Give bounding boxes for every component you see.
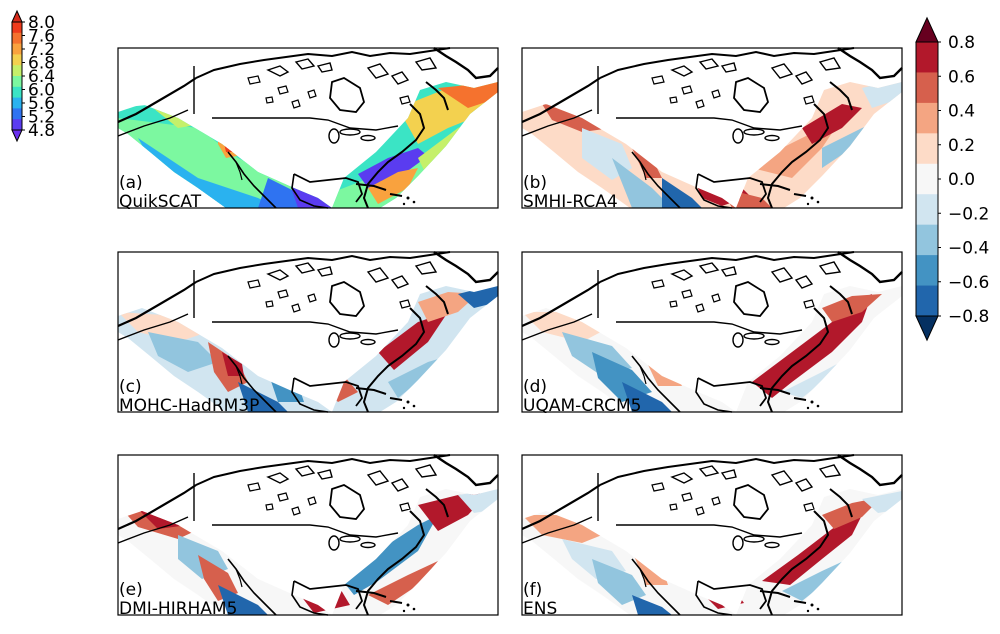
colorbar-tick-label: 5.2 (28, 108, 55, 128)
panel-tag: (a) (119, 173, 143, 193)
panel-title: SMHI-RCA4 (523, 192, 618, 212)
contour-blob (198, 555, 238, 601)
contour-blob (118, 312, 208, 342)
colorbar-tick-label: −0.2 (948, 204, 989, 224)
contour-blob (802, 104, 862, 144)
contour-blob (368, 168, 418, 204)
panel-frame (521, 251, 903, 413)
contour-blob (458, 286, 498, 308)
contour-blob (822, 497, 882, 529)
colorbar-segment (12, 76, 22, 88)
contour-blob (612, 158, 672, 208)
contour-blob (358, 148, 428, 188)
contour-blob (238, 382, 288, 412)
colorbar-segment (916, 163, 938, 195)
panel-frame (117, 251, 499, 413)
panel-tag: (d) (523, 377, 547, 397)
colorbar-tick-label: 0.0 (948, 170, 975, 190)
colorbar-tick-label: 8.0 (28, 13, 55, 33)
colorbar-segment (916, 72, 938, 104)
map-panel-d: (d)UQAM-CRCM5 (520, 250, 904, 416)
colorbar-segment (916, 255, 938, 287)
colorbar-extend-bottom (915, 315, 939, 342)
colorbar-extend-bottom (11, 129, 23, 143)
contour-blob (418, 292, 478, 322)
contour-blob (218, 585, 268, 615)
colorbar-tick-label: 6.4 (28, 67, 55, 87)
colorbar-segment (916, 133, 938, 165)
colorbar-tick-label: 0.6 (948, 67, 975, 87)
colorbar-segment (12, 108, 22, 120)
colorbar-tick-label: 5.6 (28, 94, 55, 114)
panel-frame (521, 454, 903, 616)
contour-blob (632, 148, 662, 178)
colorbar-segment (12, 119, 22, 131)
colorbar-segment (12, 32, 22, 45)
colorbar-segment (12, 97, 22, 109)
contour-blob (368, 561, 438, 605)
contour-blob (378, 312, 448, 370)
contour-blob (338, 515, 438, 595)
colorbar-bias: 0.8 0.6 0.4 0.2 0.0 −0.2 −0.4 −0.6 −0.8 (915, 16, 989, 342)
contour-blob (622, 382, 672, 412)
colorbar-tick-label: −0.8 (948, 307, 989, 327)
colorbar-segment (916, 285, 938, 317)
colorbar-tick-label: 6.8 (28, 54, 55, 74)
colorbar-segment (916, 194, 938, 226)
map-panel-e: (e)DMI-HIRHAM5 (116, 453, 500, 619)
contour-blob (148, 332, 218, 372)
panel-title: MOHC-HadRM3P (119, 396, 259, 416)
panel-frame (521, 47, 903, 209)
contour-blob (592, 559, 646, 605)
contour-blob (762, 507, 866, 585)
colorbar-segment (916, 42, 938, 73)
colorbar-segment (12, 22, 22, 34)
colorbar-segment (916, 102, 938, 134)
colorbar-segment (12, 65, 22, 77)
map-panel-f: (f)ENS (520, 453, 904, 619)
panel-tag: (b) (523, 173, 547, 193)
colorbar-segment (916, 224, 938, 256)
panel-title: UQAM-CRCM5 (523, 396, 641, 416)
panel-title: QuikSCAT (119, 192, 202, 212)
panel-tag: (f) (523, 580, 542, 600)
colorbar-extend-top (915, 16, 939, 43)
colorbar-tick-label: −0.4 (948, 239, 989, 259)
colorbar-segment (12, 43, 22, 55)
panel-frame (117, 47, 499, 209)
colorbar-extend-top (11, 9, 23, 23)
contour-blob (822, 294, 882, 322)
colorbar-tick-label: 0.8 (948, 33, 975, 53)
colorbar-tick-label: −0.6 (948, 273, 989, 293)
colorbar-tick-label: 0.4 (948, 102, 975, 122)
panel-title: ENS (523, 599, 557, 619)
map-panel-c: (c)MOHC-HadRM3P (116, 250, 500, 416)
contour-blob (782, 559, 848, 601)
colorbar-tick-label: 7.6 (28, 27, 55, 47)
colorbar-segment (12, 86, 22, 99)
colorbar-absolute: 8.07.67.26.86.46.05.65.24.8 (11, 9, 55, 143)
panel-tag: (e) (119, 580, 143, 600)
contour-blob (782, 356, 852, 398)
contour-blob (632, 595, 672, 615)
map-panel-b: (b)SMHI-RCA4 (520, 46, 904, 212)
panel-frame (117, 454, 499, 616)
colorbar-tick-label: 7.2 (28, 40, 55, 60)
panel-title: DMI-HIRHAM5 (119, 599, 237, 619)
colorbar-tick-label: 6.0 (28, 81, 55, 101)
panel-tag: (c) (119, 377, 142, 397)
colorbar-segment (12, 54, 22, 66)
map-panel-a: (a)QuikSCAT (116, 46, 500, 212)
colorbar-tick-label: 0.2 (948, 136, 975, 156)
contour-blob (752, 294, 872, 398)
colorbar-tick-label: 4.8 (28, 121, 55, 141)
